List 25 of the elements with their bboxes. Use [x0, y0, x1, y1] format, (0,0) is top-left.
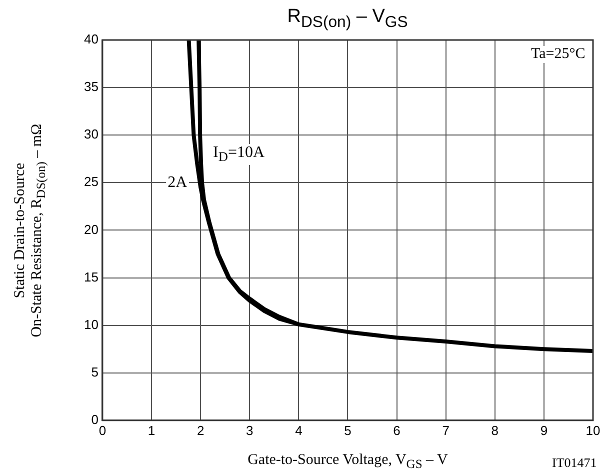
x-tick-label: 4 — [295, 422, 302, 438]
x-tick-label: 9 — [540, 422, 548, 438]
chart-title: R$_{DS(on)}$ – V$_{GS}$ — [286, 6, 409, 32]
x-tick-label: 3 — [246, 422, 254, 438]
y-tick-label: 20 — [84, 222, 98, 237]
y-tick-label: 5 — [91, 364, 98, 380]
x-tick-label: 6 — [393, 422, 400, 438]
x-tick-label: 5 — [344, 422, 352, 438]
x-tick-label: 1 — [148, 422, 156, 438]
x-tick-label: 8 — [491, 422, 499, 438]
y-tick-label: 0 — [91, 412, 98, 427]
y-tick-label: 10 — [84, 316, 98, 332]
y-tick-label: 35 — [84, 79, 98, 94]
annotation: 2A — [166, 174, 190, 192]
annotation: I$_{D}$=10A — [211, 144, 267, 165]
x-axis-title: Gate-to-Source Voltage, V$_{GS}$ – V — [248, 452, 448, 471]
y-tick-label: 40 — [84, 32, 98, 47]
x-tick-label: 2 — [196, 422, 204, 438]
text: IT01471 — [552, 455, 597, 471]
x-tick-label: 10 — [586, 422, 600, 438]
y-tick-label: 30 — [84, 126, 98, 142]
annotation: Ta=25°C — [529, 46, 588, 63]
x-tick-label: 7 — [442, 422, 450, 438]
y-tick-label: 25 — [84, 174, 98, 190]
y-tick-label: 15 — [84, 269, 98, 284]
